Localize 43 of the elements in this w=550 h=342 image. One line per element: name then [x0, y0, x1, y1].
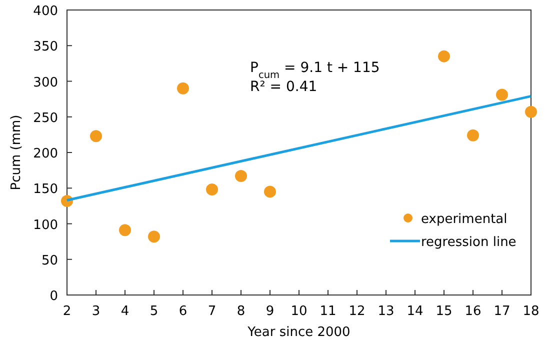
point: [467, 129, 479, 142]
y-tick-label: 300: [33, 75, 58, 90]
y-tick-label: 200: [33, 146, 58, 162]
x-tick-label: 3: [92, 304, 100, 319]
point: [525, 106, 537, 118]
x-tick-label: 6: [178, 304, 188, 319]
x-tick-label: 14: [406, 304, 424, 319]
y-tick-label: 100: [33, 218, 58, 233]
point: [177, 82, 189, 94]
x-tick-label: 2: [62, 304, 72, 319]
annotation: P$_{cum}$ = 9.1 t + 115: [250, 60, 380, 80]
y-tick-label: 50: [41, 253, 58, 268]
point: [90, 130, 102, 142]
x-tick-label: 12: [348, 304, 366, 319]
y-axis-title: Pcum (mm): [9, 114, 24, 190]
x-tick-label: 15: [436, 304, 452, 319]
point: [206, 184, 218, 196]
legend-label: regression line: [421, 235, 516, 250]
x-tick-label: 10: [290, 304, 308, 319]
point: [496, 88, 508, 101]
point: [438, 50, 450, 62]
y-tick-label: 350: [33, 40, 58, 55]
x-tick-label: 9: [266, 304, 274, 319]
x-tick-label: 18: [522, 304, 540, 319]
x-tick-label: 7: [208, 304, 216, 319]
y-tick-label: 150: [33, 182, 58, 198]
x-axis-title: Year since 2000: [246, 325, 350, 340]
y-tick-label: 400: [33, 4, 58, 19]
x-tick-label: 16: [464, 304, 482, 319]
x-tick-label: 13: [378, 304, 394, 319]
x-tick-label: 11: [320, 304, 336, 319]
point: [235, 170, 247, 182]
x-tick-label: 17: [494, 304, 510, 319]
y-tick-label: 250: [33, 110, 58, 126]
point: [119, 224, 131, 236]
legend-label: experimental: [421, 212, 508, 227]
annotation: R² = 0.41: [250, 79, 318, 95]
y-tick-label: 0: [50, 289, 58, 304]
point: [148, 230, 160, 243]
x-tick-label: 5: [150, 304, 158, 319]
point: [264, 186, 276, 198]
x-tick-label: 4: [120, 304, 130, 319]
x-tick-label: 8: [236, 304, 246, 319]
